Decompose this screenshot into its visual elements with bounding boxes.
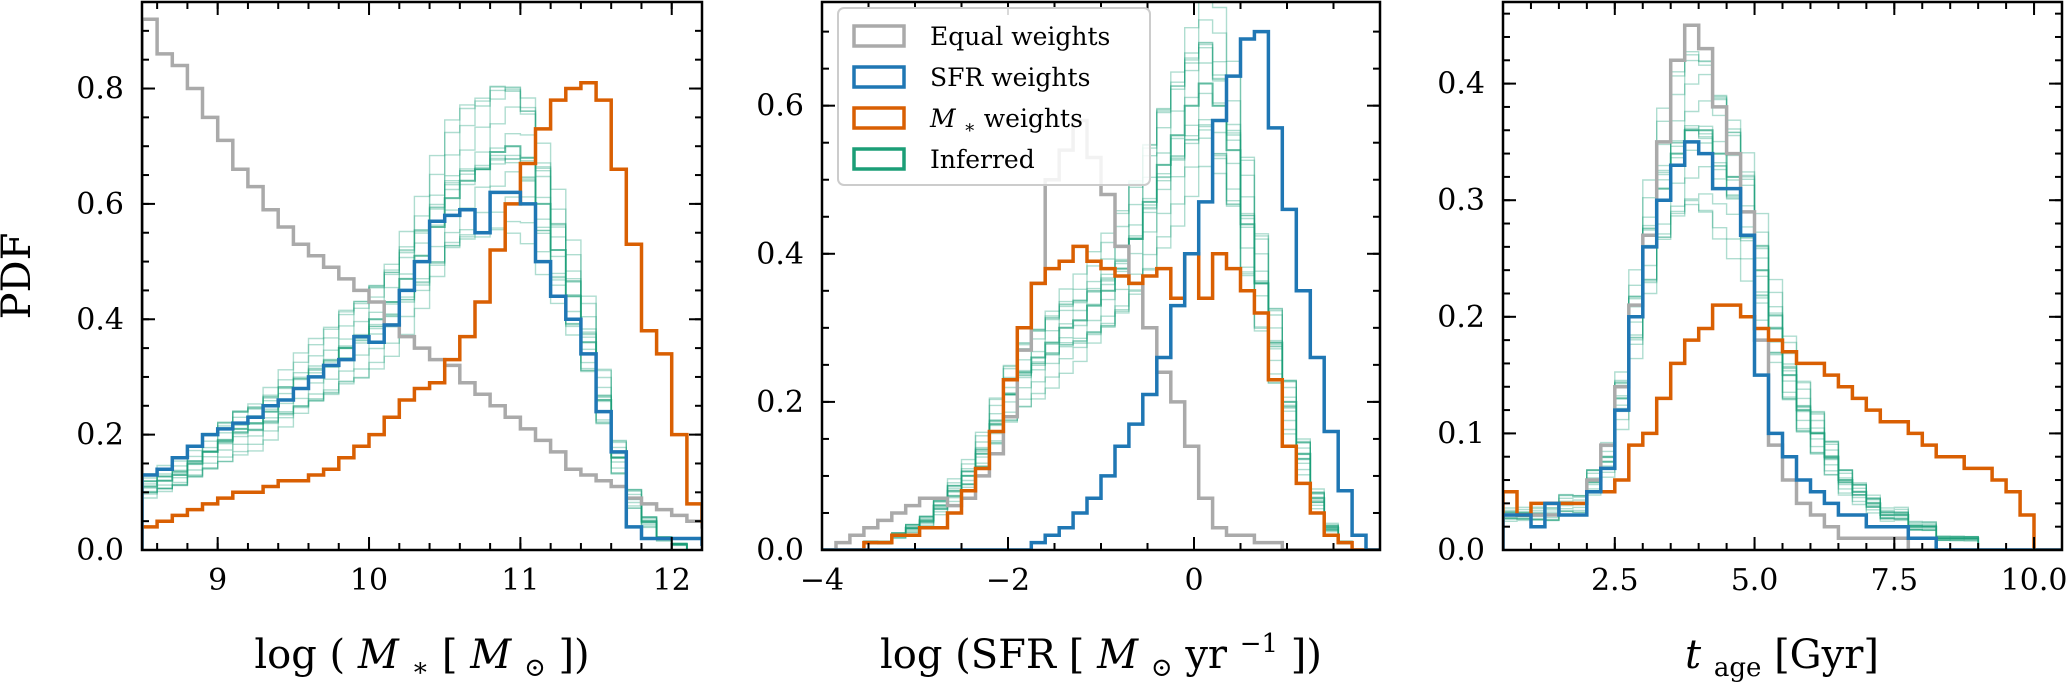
series-mstar xyxy=(822,244,1380,550)
x-tick-label: 7.5 xyxy=(1870,563,1918,598)
y-tick-label: 0.0 xyxy=(756,533,804,568)
y-axis-label: PDF xyxy=(0,233,40,320)
legend-item-sfr: SFR weights xyxy=(852,63,1090,92)
series-inferred-draw xyxy=(142,157,702,550)
series-sfr xyxy=(822,29,1380,550)
series-inferred-draw xyxy=(142,106,702,550)
series-inferred xyxy=(822,82,1380,550)
legend-swatch-equal xyxy=(852,24,906,48)
series-inferred-draw xyxy=(822,19,1380,550)
plot-area-age xyxy=(1503,23,2062,550)
legend-item-equal: Equal weights xyxy=(852,22,1110,51)
plot-area-sfr xyxy=(822,2,1380,550)
y-tick-label: 0.4 xyxy=(1437,67,1485,102)
x-axis-label-age: t age [Gyr] xyxy=(1685,632,1879,685)
series-inferred-draw xyxy=(142,154,702,550)
legend-swatch-mstar xyxy=(852,106,906,130)
ticks-sfr: −4 −2 0 0.0 0.2 0.4 0.6 xyxy=(756,2,1381,598)
series-inferred-draw xyxy=(1503,59,2062,550)
y-tick-label: 0.0 xyxy=(1437,533,1485,568)
y-tick-label: 0.6 xyxy=(756,89,804,124)
series-inferred-draw xyxy=(142,89,702,550)
series-sfr xyxy=(1503,140,2062,550)
series-group-sfr xyxy=(822,2,1380,550)
legend-box xyxy=(837,7,1151,186)
legend-label-mstar: M ∗ weights xyxy=(929,104,1083,139)
series-sfr xyxy=(142,190,702,550)
legend-label-sfr: SFR weights xyxy=(930,63,1090,92)
y-tick-label: 0.1 xyxy=(1437,416,1485,451)
series-inferred-draw xyxy=(822,47,1380,550)
legend-label-inferred: Inferred xyxy=(930,145,1035,174)
legend-label-equal: Equal weights xyxy=(930,22,1110,51)
series-inferred-draw xyxy=(142,229,702,550)
x-tick-label: 12 xyxy=(653,563,691,598)
plot-area-stellar-mass xyxy=(142,17,702,550)
x-tick-label: 0 xyxy=(1184,563,1203,598)
x-tick-label: 10 xyxy=(350,563,388,598)
x-tick-label: 5.0 xyxy=(1731,563,1779,598)
y-tick-label: 0.0 xyxy=(76,533,124,568)
series-inferred-draw xyxy=(142,196,702,550)
y-tick-label: 0.8 xyxy=(76,72,124,107)
x-tick-label: −2 xyxy=(986,563,1030,598)
legend: Equal weights SFR weights M ∗ weights In… xyxy=(837,7,1151,186)
panel-stellar-mass: PDF log ( M ∗ [ M ⊙ ]) 9 10 11 12 0.0 0.2 0.4 0… xyxy=(0,0,704,685)
y-tick-label: 0.2 xyxy=(756,385,804,420)
panel-sfr: log (SFR [ M ⊙ yr −1 ]) −4 −2 0 0.0 0.2 0.4 0.… xyxy=(756,0,1382,685)
legend-item-inferred: Inferred xyxy=(852,145,1035,174)
x-tick-label: 9 xyxy=(208,563,227,598)
series-inferred-draw xyxy=(142,87,702,550)
legend-swatch-inferred xyxy=(852,147,906,171)
y-tick-label: 0.6 xyxy=(76,187,124,222)
series-group-stellar-mass xyxy=(142,17,702,550)
series-inferred-draw xyxy=(822,41,1380,550)
panel-age: t age [Gyr] 2.5 5.0 7.5 10.0 0.0 0.1 0.2 0.3 0.4 xyxy=(1437,0,2067,685)
y-tick-label: 0.2 xyxy=(1437,300,1485,335)
series-inferred-draw xyxy=(142,86,702,550)
series-inferred-draw xyxy=(142,133,702,550)
x-tick-label: 11 xyxy=(501,563,539,598)
legend-swatch-sfr xyxy=(852,65,906,89)
x-tick-label: 2.5 xyxy=(1591,563,1639,598)
series-mstar xyxy=(142,81,702,550)
ticks-age: 2.5 5.0 7.5 10.0 0.0 0.1 0.2 0.3 0.4 xyxy=(1437,2,2067,598)
x-axis-label-stellar-mass: log ( M ∗ [ M ⊙ ]) xyxy=(254,632,589,685)
x-tick-label: 10.0 xyxy=(2001,563,2068,598)
y-tick-label: 0.4 xyxy=(756,237,804,272)
series-inferred-draw xyxy=(822,2,1380,550)
series-group-age xyxy=(1503,23,2062,550)
y-tick-label: 0.4 xyxy=(76,302,124,337)
series-equal xyxy=(142,17,702,550)
series-mstar xyxy=(1503,303,2062,550)
x-axis-label-sfr: log (SFR [ M ⊙ yr −1 ]) xyxy=(880,616,1322,685)
x-tick-label: −4 xyxy=(800,563,844,598)
series-inferred-draw xyxy=(142,220,702,550)
legend-item-mstar: M ∗ weights xyxy=(852,104,1083,139)
y-tick-label: 0.3 xyxy=(1437,183,1485,218)
series-inferred-draw xyxy=(142,154,702,550)
axes-frame-stellar-mass xyxy=(140,0,704,552)
series-inferred-draw xyxy=(142,158,702,550)
ticks-stellar-mass: 9 10 11 12 0.0 0.2 0.4 0.6 0.8 xyxy=(76,0,703,598)
y-tick-label: 0.2 xyxy=(76,418,124,453)
